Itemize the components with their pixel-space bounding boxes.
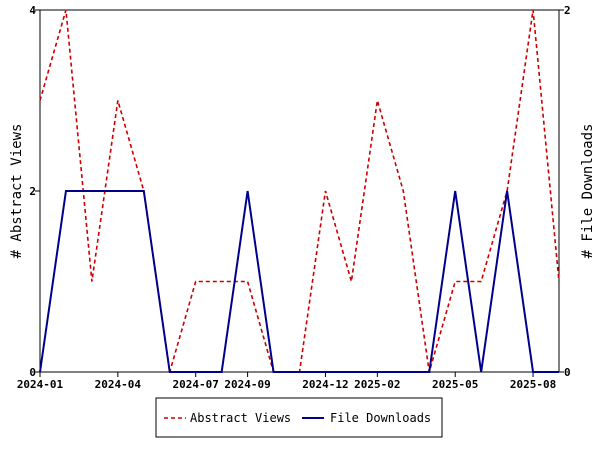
- left-y-axis-title: # Abstract Views: [9, 124, 25, 259]
- x-axis: 2024-01 2024-04 2024-07 2024-09 2024-12 2025-…: [17, 372, 556, 391]
- x-tick-label: 2024-04: [95, 378, 142, 391]
- x-tick-label: 2024-01: [17, 378, 64, 391]
- left-y-axis: 0 2 4: [29, 4, 40, 379]
- right-y-axis: 02: [559, 4, 571, 379]
- right-y-tick-label: 0: [564, 366, 571, 379]
- left-y-tick-label: 4: [29, 4, 36, 17]
- left-y-tick-label: 2: [29, 185, 36, 198]
- legend-box: [155, 397, 443, 438]
- left-y-tick-label: 0: [29, 366, 36, 379]
- x-tick-label: 2024-07: [173, 378, 219, 391]
- series-layer: [39, 9, 560, 373]
- x-tick-label: 2024-09: [224, 378, 270, 391]
- series-line-file-downloads: [39, 190, 559, 373]
- legend: Abstract Views File Downloads: [155, 397, 443, 438]
- x-tick-label: 2025-05: [432, 378, 478, 391]
- x-tick-label: 2025-02: [354, 378, 400, 391]
- legend-label-file-downloads: File Downloads: [330, 411, 431, 425]
- right-y-tick-label: 2: [564, 4, 571, 17]
- x-tick-label: 2025-08: [510, 378, 556, 391]
- right-y-axis-title: # File Downloads: [580, 124, 596, 259]
- x-tick-label: 2024-12: [302, 378, 348, 391]
- legend-label-abstract-views: Abstract Views: [190, 411, 291, 425]
